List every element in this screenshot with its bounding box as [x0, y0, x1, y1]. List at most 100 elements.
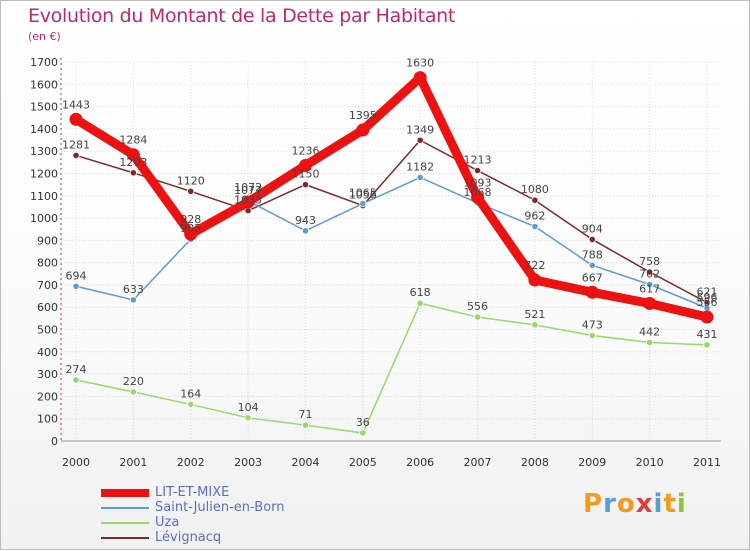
- data-label: 1281: [62, 138, 90, 151]
- data-point: [416, 136, 424, 144]
- data-label: 1443: [62, 98, 90, 111]
- data-point: [129, 169, 137, 177]
- y-tick-label: 100: [37, 413, 58, 426]
- x-tick-label: 2004: [291, 456, 319, 469]
- x-tick-label: 2003: [234, 456, 262, 469]
- logo-letter: r: [603, 489, 617, 519]
- data-point: [298, 158, 312, 172]
- data-point: [528, 273, 542, 287]
- data-label: 596: [697, 291, 718, 304]
- x-tick-label: 2000: [62, 456, 90, 469]
- data-label: 36: [356, 416, 370, 429]
- data-label: 431: [697, 328, 718, 341]
- data-point: [301, 421, 310, 429]
- x-tick-label: 2011: [693, 456, 721, 469]
- data-point: [531, 321, 539, 329]
- data-label: 702: [639, 267, 660, 280]
- data-label: 1284: [119, 134, 147, 147]
- y-tick-label: 500: [37, 324, 58, 337]
- y-tick-label: 1000: [30, 212, 58, 225]
- data-point: [359, 199, 367, 208]
- y-tick-label: 1700: [30, 56, 58, 69]
- data-label: 1630: [406, 57, 434, 70]
- data-label: 1236: [291, 144, 319, 157]
- data-label: 758: [639, 255, 660, 268]
- data-label: 1213: [464, 154, 492, 167]
- data-label: 521: [524, 308, 545, 321]
- data-point: [588, 235, 596, 244]
- y-tick-label: 700: [37, 279, 58, 292]
- y-tick-label: 300: [37, 368, 58, 381]
- x-tick-label: 2008: [521, 456, 549, 469]
- y-tick-label: 1100: [30, 190, 58, 203]
- data-point: [301, 227, 310, 235]
- data-label: 722: [524, 259, 545, 272]
- data-point: [413, 71, 427, 85]
- data-label: 621: [697, 286, 718, 299]
- legend-swatch-levignacq: [101, 537, 149, 539]
- data-point: [473, 313, 482, 321]
- data-label: 1150: [291, 168, 319, 181]
- y-tick-label: 0: [51, 435, 58, 448]
- logo-letter: P: [583, 489, 604, 519]
- y-tick-label: 1300: [30, 145, 58, 158]
- x-tick-label: 2009: [578, 456, 606, 469]
- data-point: [184, 227, 198, 241]
- series-l-vignacq: [72, 136, 711, 307]
- data-label: 274: [66, 363, 87, 376]
- legend-swatch-saint-julien-en-born: [101, 507, 149, 509]
- data-label: 667: [582, 271, 603, 284]
- data-point: [187, 187, 195, 195]
- x-tick-label: 2001: [119, 456, 147, 469]
- data-point: [241, 195, 255, 209]
- y-tick-label: 1600: [30, 78, 58, 91]
- data-label: 617: [639, 282, 660, 295]
- data-point: [129, 296, 137, 304]
- data-label: 633: [123, 283, 144, 296]
- data-label: 1072: [234, 181, 262, 194]
- y-tick-label: 1400: [30, 123, 58, 136]
- logo-letter: o: [616, 489, 636, 519]
- data-point: [531, 222, 539, 231]
- data-point: [643, 296, 657, 310]
- legend-label: LIT-ET-MIXE: [155, 485, 230, 500]
- data-label: 788: [582, 248, 603, 261]
- y-tick-label: 400: [37, 346, 58, 359]
- legend-label: Saint-Julien-en-Born: [155, 500, 285, 515]
- chart-subtitle: (en €): [28, 30, 61, 43]
- data-point: [69, 112, 83, 126]
- data-point: [72, 282, 80, 290]
- y-tick-label: 800: [37, 257, 58, 270]
- data-point: [359, 429, 367, 437]
- logo-letter: i: [676, 489, 687, 519]
- chart-title: Evolution du Montant de la Dette par Hab…: [28, 5, 456, 27]
- data-point: [646, 268, 654, 276]
- x-tick-label: 2007: [464, 456, 492, 469]
- data-label: 1203: [119, 156, 147, 169]
- data-point: [471, 190, 485, 204]
- legend-swatch-uza: [101, 522, 149, 524]
- data-label: 904: [582, 222, 603, 235]
- data-point: [588, 331, 596, 340]
- data-label: 442: [639, 325, 660, 338]
- data-point: [531, 196, 539, 204]
- data-point: [129, 388, 137, 396]
- series-line: [71, 73, 712, 322]
- data-label: 71: [298, 408, 312, 421]
- data-label: 1093: [464, 176, 492, 189]
- x-tick-label: 2005: [349, 456, 377, 469]
- logo-letter: t: [663, 489, 677, 519]
- y-tick-label: 200: [37, 390, 58, 403]
- data-point: [646, 338, 654, 347]
- data-point: [585, 285, 599, 299]
- y-tick-label: 1500: [30, 101, 58, 114]
- series-line: [75, 302, 708, 434]
- y-tick-label: 600: [37, 301, 58, 314]
- data-point: [588, 261, 596, 269]
- data-point: [703, 341, 711, 349]
- series-saint-julien-en-born: [72, 173, 711, 312]
- data-point: [301, 181, 310, 189]
- data-label: 220: [123, 375, 144, 388]
- data-point: [473, 166, 482, 175]
